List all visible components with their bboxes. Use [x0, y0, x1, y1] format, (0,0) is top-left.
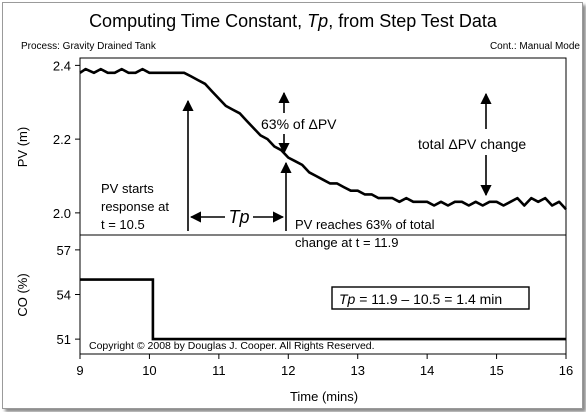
- copyright-text: Copyright © 2008 by Douglas J. Cooper. A…: [89, 340, 375, 352]
- x-tick-label: 13: [350, 363, 364, 378]
- x-tick-label: 12: [281, 363, 295, 378]
- pv-y-tick-label: 2.4: [53, 58, 71, 73]
- x-tick-label: 11: [212, 363, 226, 378]
- pv-starts-text-3: t = 10.5: [101, 217, 145, 232]
- pv-series-line: [79, 67, 567, 211]
- x-tick-label: 16: [559, 363, 573, 378]
- tp-equation-box: [331, 286, 530, 310]
- total-change-text: total ΔPV change: [418, 136, 526, 152]
- x-axis-ticks: 9 10 11 12 13 14 15 16: [76, 354, 573, 378]
- chart-frame: Computing Time Constant, Tp, from Step T…: [2, 2, 583, 409]
- x-tick-label: 15: [489, 363, 503, 378]
- pv-starts-text-2: response at: [101, 199, 169, 214]
- co-series-line: [80, 278, 566, 341]
- x-tick-label: 9: [76, 363, 83, 378]
- pv-y-tick-label: 2.2: [53, 132, 71, 147]
- controller-mode-label: Cont.: Manual Mode: [490, 41, 580, 52]
- co-y-tick-label: 51: [57, 332, 71, 347]
- plot-area-border: [79, 57, 567, 355]
- pv-starts-text-1: PV starts: [101, 181, 154, 196]
- step-test-chart: Computing Time Constant, Tp, from Step T…: [15, 11, 580, 404]
- co-y-tick-label: 54: [57, 288, 71, 303]
- co-y-axis-label: CO (%): [15, 273, 30, 316]
- x-axis-label: Time (mins): [290, 389, 358, 404]
- pv-y-tick-label: 2.0: [53, 206, 71, 221]
- co-y-tick-label: 57: [57, 243, 71, 258]
- pct63-text: 63% of ΔPV: [261, 116, 337, 132]
- pv-y-axis-ticks: 2.0 2.2 2.4: [53, 58, 80, 221]
- pv-reaches-text-1: PV reaches 63% of total: [295, 217, 435, 232]
- pv-y-axis-label: PV (m): [15, 127, 30, 167]
- chart-title: Computing Time Constant, Tp, from Step T…: [89, 11, 498, 31]
- tp-equation: Tp = 11.9 – 10.5 = 1.4 min: [339, 291, 502, 307]
- pv-reaches-text-2: change at t = 11.9: [295, 235, 398, 250]
- tp-label: Tp: [228, 207, 249, 227]
- process-label: Process: Gravity Drained Tank: [21, 41, 157, 52]
- co-y-axis-ticks: 51 54 57: [57, 243, 80, 347]
- x-tick-label: 14: [420, 363, 434, 378]
- x-tick-label: 10: [142, 363, 156, 378]
